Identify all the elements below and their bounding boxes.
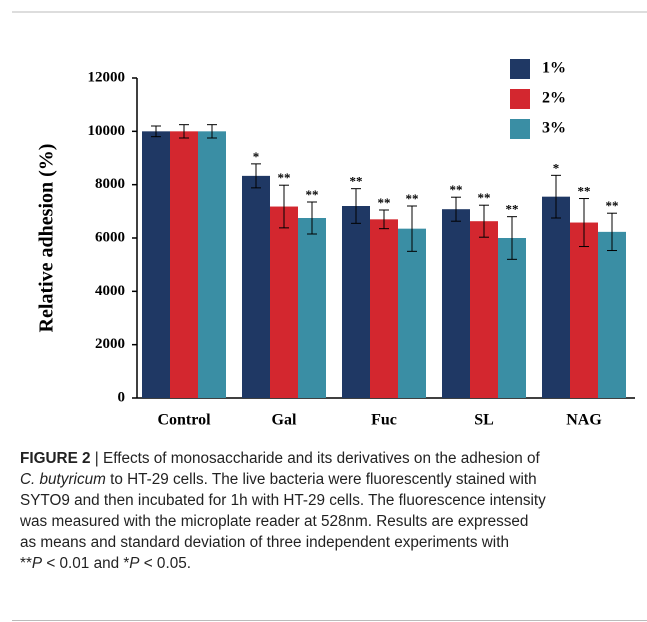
bar: [442, 209, 470, 398]
y-tick-label: 6000: [95, 229, 125, 245]
significance-label: *: [253, 149, 260, 164]
bar: [570, 222, 598, 398]
bar: [198, 131, 226, 399]
significance-label: *: [553, 160, 560, 175]
caption: FIGURE 2 | Effects of monosaccharide and…: [20, 448, 640, 574]
caption-text: **: [20, 555, 32, 572]
significance-label: **: [478, 190, 491, 205]
bar: [342, 206, 370, 398]
significance-label: **: [278, 170, 291, 185]
bar: [242, 175, 270, 398]
y-tick-label: 0: [118, 389, 126, 405]
caption-line: C. butyricum to HT-29 cells. The live ba…: [20, 469, 640, 490]
legend-label: 2%: [542, 90, 566, 107]
y-tick-label: 8000: [95, 176, 125, 192]
legend-swatch: [510, 119, 530, 139]
caption-line: as means and standard deviation of three…: [20, 532, 640, 553]
legend-label: 3%: [542, 120, 566, 137]
y-tick-label: 10000: [88, 123, 126, 139]
bar: [270, 206, 298, 398]
caption-text: as means and standard deviation of three…: [20, 534, 509, 551]
caption-line: **P < 0.01 and *P < 0.05.: [20, 553, 640, 574]
y-tick-label: 12000: [88, 69, 126, 85]
significance-label: **: [506, 202, 519, 217]
bar: [498, 238, 526, 398]
caption-text: was measured with the microplate reader …: [20, 513, 529, 530]
bar: [170, 131, 198, 399]
caption-text: SYTO9 and then incubated for 1h with HT-…: [20, 492, 546, 509]
x-tick-label: Control: [157, 412, 211, 429]
y-tick-label: 2000: [95, 336, 125, 352]
x-tick-label: NAG: [566, 412, 602, 429]
bar: [298, 218, 326, 398]
significance-label: **: [306, 187, 319, 202]
bar: [470, 221, 498, 398]
x-tick-label: SL: [474, 412, 494, 429]
caption-text: FIGURE 2: [20, 450, 91, 467]
significance-label: **: [606, 198, 619, 213]
significance-label: **: [350, 174, 363, 189]
chart: Relative adhesion (%) 0 2000 4000 6000 8000 1…: [12, 11, 647, 429]
legend-swatch: [510, 89, 530, 109]
caption-line: SYTO9 and then incubated for 1h with HT-…: [20, 490, 640, 511]
legend-swatch: [510, 59, 530, 79]
bar: [598, 231, 626, 398]
x-tick-label: Fuc: [371, 412, 397, 429]
bar: [142, 131, 170, 399]
legend-label: 1%: [542, 60, 566, 77]
significance-label: **: [378, 195, 391, 210]
significance-label: **: [578, 184, 591, 199]
caption-text: < 0.01 and *: [42, 555, 130, 572]
caption-text: P: [129, 555, 140, 572]
caption-line: was measured with the microplate reader …: [20, 511, 640, 532]
caption-text: to HT-29 cells. The live bacteria were f…: [105, 471, 537, 488]
significance-label: **: [450, 182, 463, 197]
bar: [542, 196, 570, 398]
frame-bottom: [12, 620, 647, 621]
x-tick-label: Gal: [272, 412, 297, 429]
caption-text: | Effects of monosaccharide and its deri…: [90, 450, 540, 467]
caption-text: < 0.05.: [139, 555, 191, 572]
caption-text: C. butyricum: [20, 471, 106, 488]
bar: [398, 228, 426, 398]
y-tick-label: 4000: [95, 283, 125, 299]
caption-text: P: [31, 555, 43, 572]
significance-label: **: [406, 191, 419, 206]
y-axis-label: Relative adhesion (%): [36, 144, 58, 333]
caption-line: FIGURE 2 | Effects of monosaccharide and…: [20, 448, 640, 469]
bar: [370, 219, 398, 398]
